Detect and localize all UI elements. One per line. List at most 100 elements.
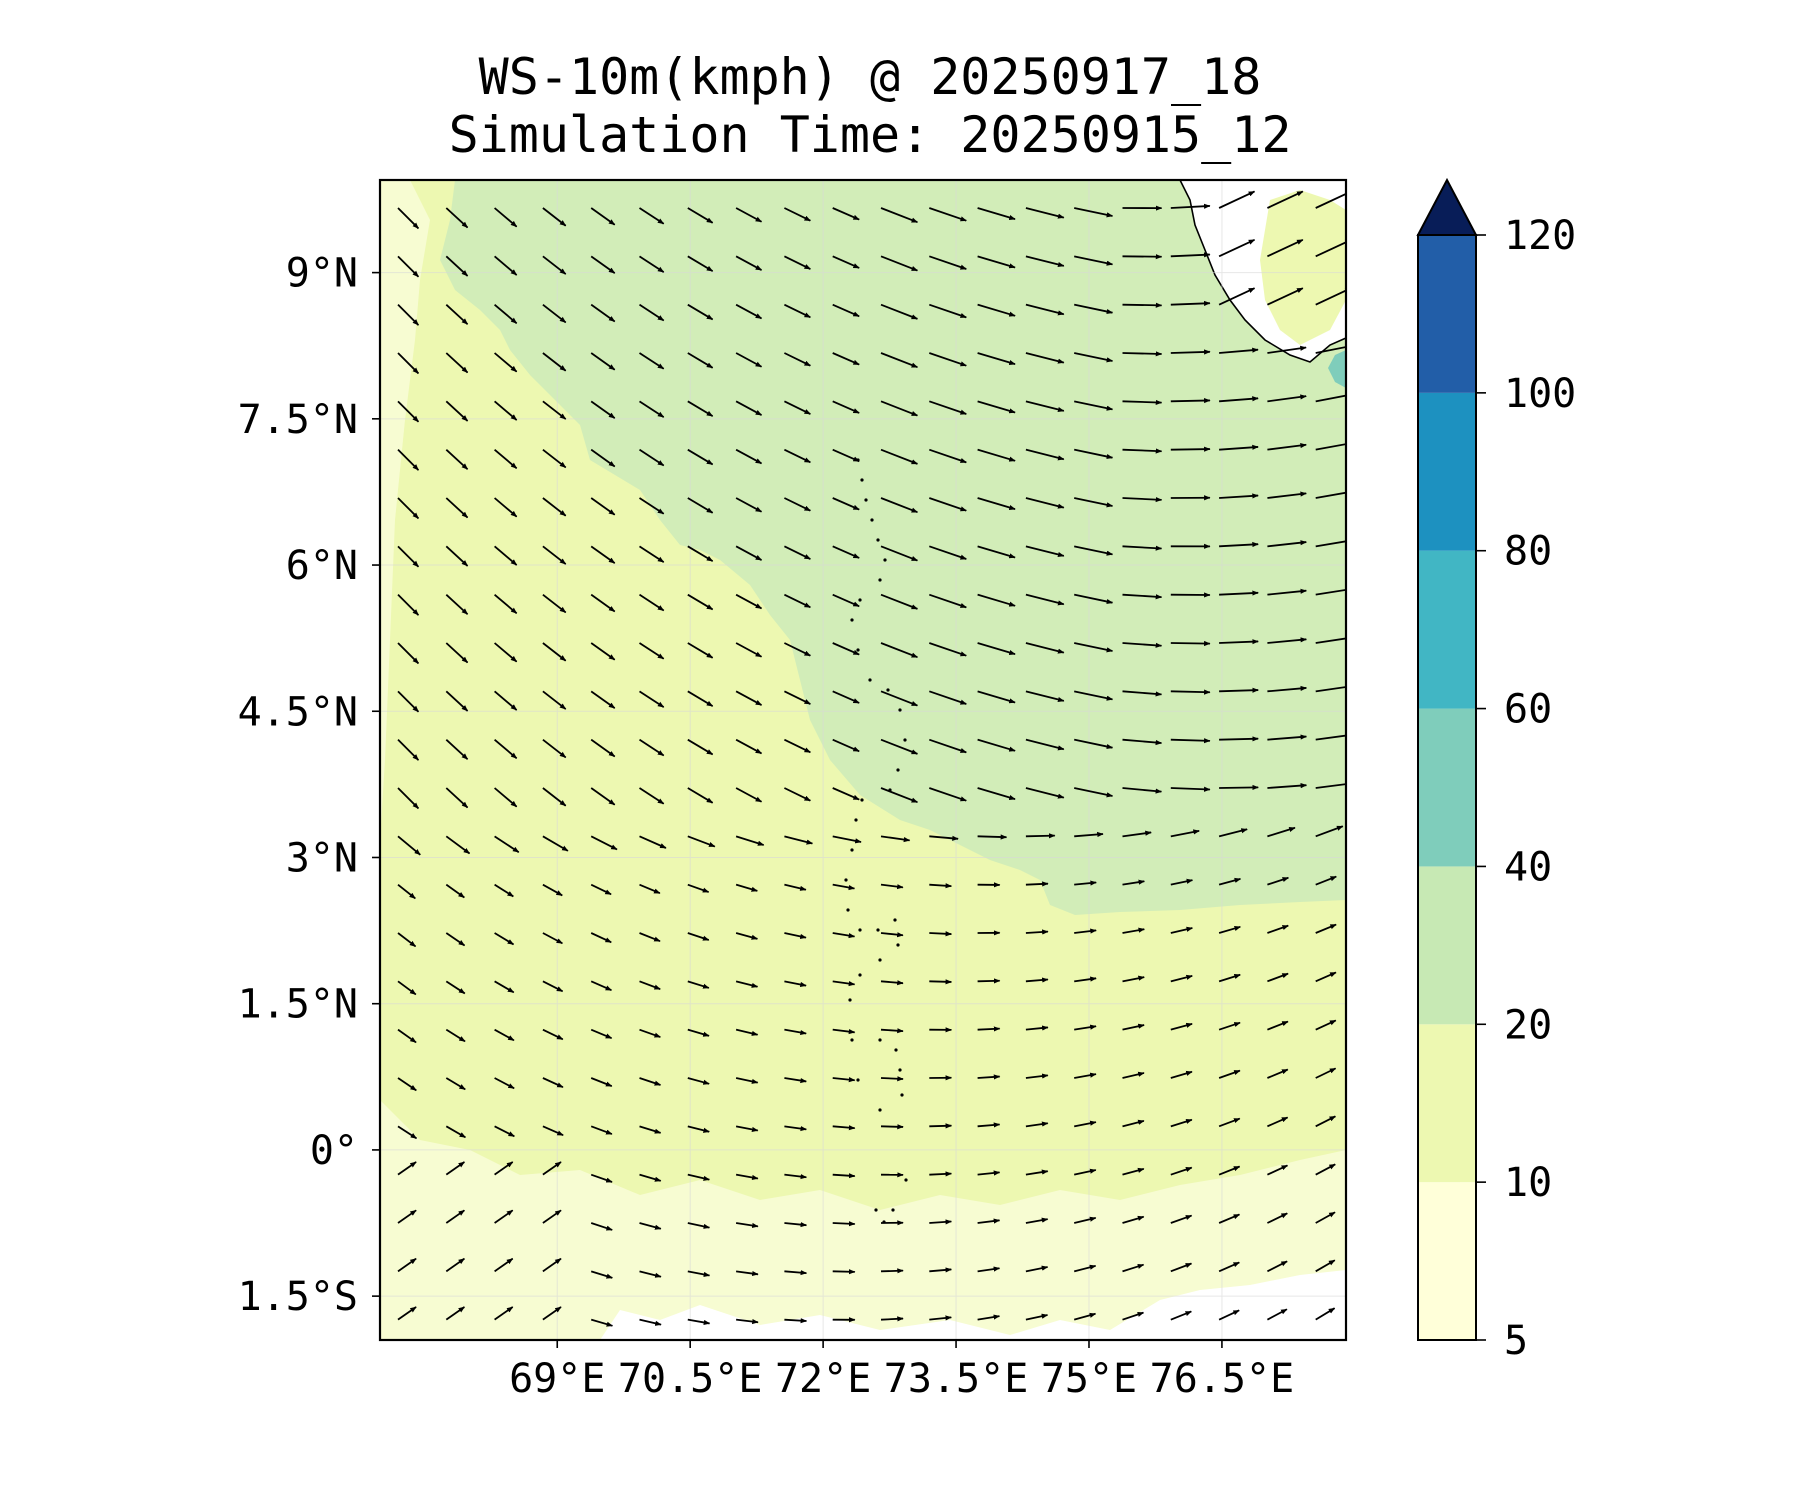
wind-arrow (1025, 448, 1065, 461)
wind-arrow (494, 1306, 514, 1321)
wind-arrow (590, 980, 613, 992)
lon-label: 72°E (775, 1356, 871, 1402)
wind-arrow (590, 690, 616, 709)
wind-arrow (590, 1173, 613, 1183)
wind-arrow (397, 1028, 417, 1044)
wind-arrow (639, 835, 667, 849)
wind-arrow (832, 400, 860, 414)
wind-arrow (977, 738, 1016, 752)
wind-arrow (445, 594, 469, 615)
wind-arrow (929, 642, 967, 657)
wind-arrow (494, 593, 518, 615)
wind-arrow (1315, 1259, 1336, 1273)
wind-arrow (542, 738, 567, 759)
wind-arrow (1315, 686, 1346, 693)
wind-arrow (929, 979, 953, 985)
wind-arrow (1025, 929, 1049, 935)
wind-arrow (1170, 689, 1211, 695)
wind-arrow (735, 690, 763, 706)
wind-arrow (445, 304, 469, 325)
wind-arrow (1315, 1115, 1336, 1128)
wind-arrow (1025, 400, 1065, 413)
wind-arrow (1025, 545, 1065, 558)
wind-arrow (735, 883, 758, 892)
wind-arrow (1267, 1164, 1289, 1176)
wind-arrow (735, 255, 763, 271)
wind-arrow (590, 1077, 613, 1087)
wind-arrow (542, 690, 567, 710)
wind-arrow (1025, 352, 1065, 364)
wind-arrow (445, 690, 469, 712)
wind-arrow (590, 593, 616, 613)
wind-arrow (1170, 786, 1211, 792)
wind-arrow (880, 1028, 904, 1034)
wind-arrow (542, 448, 567, 469)
wind-arrow (929, 545, 967, 560)
wind-arrow (784, 932, 807, 939)
wind-arrow (1074, 1072, 1097, 1079)
colorbar-label: 10 (1504, 1160, 1552, 1206)
wind-arrow (494, 400, 518, 421)
wind-arrow (977, 352, 1016, 366)
wind-arrow (542, 787, 567, 807)
wind-arrow (977, 1266, 1001, 1273)
wind-arrow (784, 883, 807, 891)
wind-arrow (1170, 349, 1211, 355)
wind-arrow (590, 255, 616, 274)
wind-arrow (784, 1077, 807, 1084)
colorbar-label: 100 (1504, 371, 1576, 417)
wind-arrow (784, 400, 811, 415)
wind-arrow (1315, 443, 1346, 451)
wind-arrow (494, 1028, 515, 1042)
wind-arrow (1122, 593, 1163, 600)
wind-arrow (977, 1170, 1001, 1176)
wind-arrow (542, 1257, 562, 1273)
lat-label: 7.5°N (238, 397, 358, 443)
wind-arrow (639, 1222, 662, 1230)
wind-arrow (1122, 1071, 1145, 1079)
wind-arrow (687, 835, 716, 848)
wind-band-40-60 (1328, 350, 1346, 388)
wind-arrow (735, 835, 765, 846)
wind-arrow (639, 980, 661, 990)
wind-arrow (735, 1125, 759, 1132)
wind-arrow (639, 1173, 662, 1182)
lon-label: 70.5°E (618, 1356, 763, 1402)
colorbar-label: 80 (1504, 529, 1552, 575)
wind-arrow (397, 449, 420, 471)
wind-arrow (445, 1306, 465, 1321)
wind-arrow (1315, 734, 1346, 741)
wind-vectors (397, 190, 1346, 1327)
wind-arrow (542, 400, 567, 420)
wind-arrow (494, 787, 518, 808)
wind-arrow (590, 207, 616, 226)
wind-arrow (929, 738, 967, 754)
wind-arrow (1218, 238, 1256, 258)
wind-arrow (784, 1125, 807, 1132)
wind-arrow (1074, 497, 1114, 508)
wind-arrow (1218, 1261, 1240, 1273)
island-dot (858, 598, 862, 602)
wind-arrow (1073, 1264, 1097, 1273)
wind-arrow (1025, 1121, 1049, 1128)
wind-arrow (1315, 825, 1344, 838)
wind-arrow (590, 642, 616, 661)
wind-arrow (1218, 1309, 1240, 1321)
wind-arrow (1122, 1167, 1145, 1176)
wind-arrow (1122, 927, 1145, 934)
wind-arrow (1170, 829, 1200, 838)
wind-arrow (542, 207, 567, 227)
island-dot (878, 1108, 882, 1112)
wind-arrow (445, 642, 469, 664)
colorbar-ticks (1476, 234, 1486, 1341)
island-dot (856, 1078, 860, 1082)
wind-arrow (832, 1077, 856, 1083)
wind-arrow (1315, 1211, 1336, 1224)
wind-arrow (784, 738, 811, 754)
wind-arrow (542, 883, 563, 897)
wind-arrow (687, 932, 710, 941)
wind-arrow (1025, 1217, 1049, 1224)
colorbar-segment (1418, 550, 1476, 709)
wind-arrow (735, 932, 759, 940)
wind-arrow (929, 1267, 952, 1273)
